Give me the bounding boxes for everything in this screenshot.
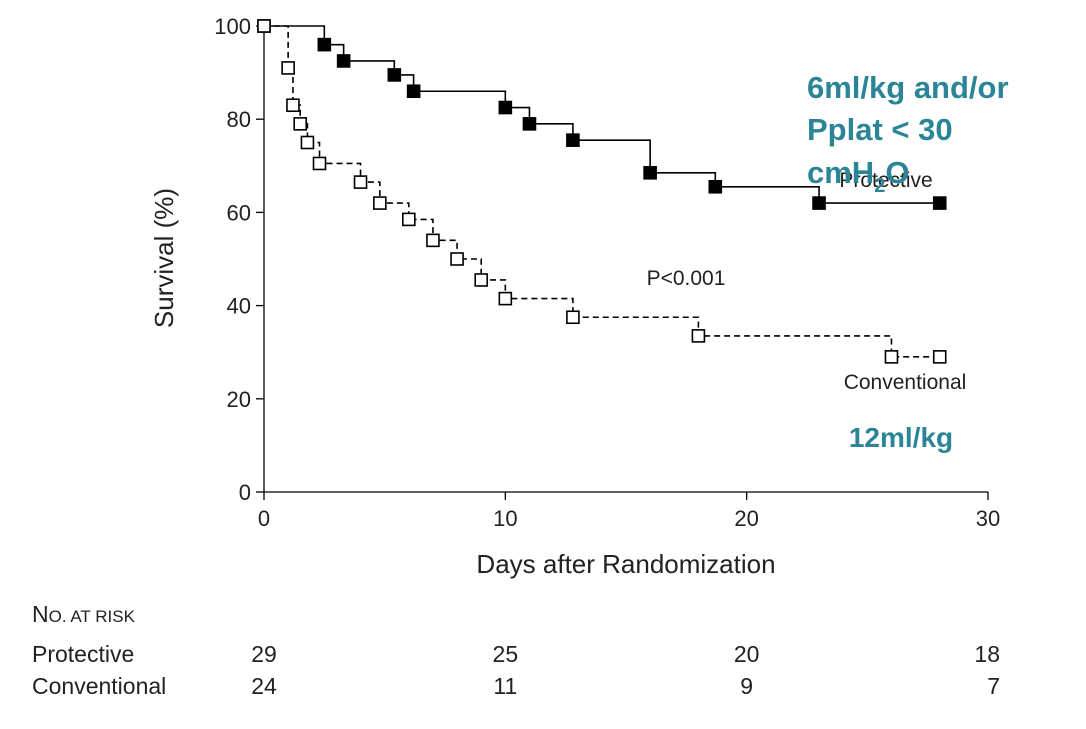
y-tick-label: 40 [227,294,251,319]
x-tick-label: 30 [976,506,1000,531]
y-tick-label: 80 [227,107,251,132]
data-point-protective [336,54,351,68]
data-point-conventional [691,329,706,343]
protective-note-line2: Pplat < 30 [807,112,953,147]
y-tick-label: 0 [239,480,251,505]
risk-cell: 11 [493,673,517,699]
series-line-conventional [264,25,940,358]
risk-cell: 29 [251,641,277,667]
data-point-protective [812,196,826,210]
x-tick-label: 10 [493,506,517,531]
data-point-protective [643,165,657,180]
data-point-conventional [293,117,308,131]
risk-table: NO. AT RISK Protective 29 25 20 18 Convention… [32,601,1000,699]
risk-cell: 18 [974,641,1000,667]
series-layer [257,19,947,364]
x-tick-label: 0 [258,506,270,531]
data-point-conventional [498,291,513,306]
data-point-conventional [426,233,440,248]
conventional-note: 12ml/kg [849,422,953,453]
risk-table-header: NO. AT RISK [32,601,136,627]
risk-row-label: Conventional [32,673,166,699]
x-axis-label: Days after Randomization [476,549,775,579]
risk-cell: 7 [987,673,1000,699]
series-line-protective [264,25,940,204]
protective-note-line3: cmH2O [807,155,909,197]
risk-cell: 20 [734,641,760,667]
data-point-conventional [281,61,295,75]
data-point-conventional [300,135,315,150]
data-point-conventional [884,350,899,364]
protective-note-line3-main: cmH [807,155,874,190]
y-tick-label: 60 [227,200,251,225]
x-tick-label: 20 [734,506,758,531]
y-axis-label: Survival (%) [149,188,179,328]
data-point-conventional [373,196,387,210]
data-point-protective [317,37,332,52]
data-point-protective [566,133,580,147]
data-point-conventional [257,19,271,33]
y-tick-label: 100 [214,14,251,39]
data-point-protective [932,196,947,210]
protective-note-line3-end: O [885,155,909,190]
data-point-conventional [312,156,327,171]
y-tick-label: 20 [227,387,251,412]
data-point-protective [522,117,537,131]
protective-note-line1: 6ml/kg and/or [807,70,1009,105]
data-point-protective [708,179,723,194]
p-value-annotation: P<0.001 [647,267,726,290]
data-point-conventional [353,175,368,189]
risk-cell: 25 [493,641,519,667]
protective-series-label: Protective [839,169,932,192]
axes: 0 20 40 60 80 100 0 10 20 30 [214,14,1000,531]
data-point-protective [406,84,421,99]
data-point-conventional [566,310,580,325]
data-point-conventional [932,350,947,364]
risk-cell: 24 [251,673,277,699]
protective-note-line3-sub: 2 [874,175,885,197]
data-point-conventional [286,98,300,113]
data-point-protective [498,100,513,115]
data-point-conventional [474,273,489,287]
data-point-protective [387,68,402,82]
risk-cell: 9 [740,673,753,699]
conventional-series-label: Conventional [844,371,967,394]
risk-row-label: Protective [32,641,134,667]
data-point-conventional [401,212,416,227]
data-point-conventional [450,252,464,266]
